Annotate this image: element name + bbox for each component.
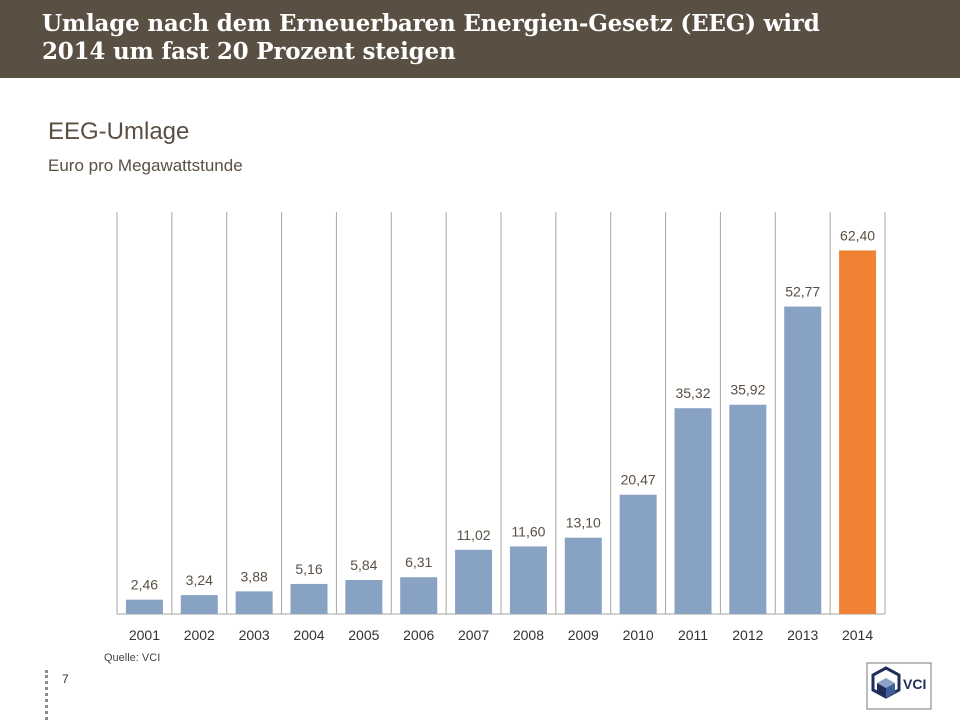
bar-2011 bbox=[674, 408, 712, 614]
data-label-2006: 6,31 bbox=[405, 554, 432, 570]
bar-2010 bbox=[619, 494, 657, 614]
bar-2007 bbox=[455, 549, 493, 614]
bar-2008 bbox=[509, 546, 547, 614]
x-tick-label-2003: 2003 bbox=[239, 627, 270, 643]
logo-text: VCI bbox=[903, 676, 926, 692]
data-label-2003: 3,88 bbox=[241, 568, 268, 584]
x-tick-label-2006: 2006 bbox=[403, 627, 434, 643]
x-tick-label-2012: 2012 bbox=[732, 627, 763, 643]
x-tick-label-2009: 2009 bbox=[568, 627, 599, 643]
bar-2014 bbox=[839, 250, 877, 614]
side-divider bbox=[45, 670, 51, 720]
x-tick-label-2004: 2004 bbox=[293, 627, 324, 643]
bar-2005 bbox=[345, 579, 383, 614]
x-tick-label-2011: 2011 bbox=[678, 627, 708, 643]
data-label-2010: 20,47 bbox=[621, 472, 656, 488]
data-label-2005: 5,84 bbox=[350, 557, 377, 573]
page-number: 7 bbox=[62, 672, 69, 686]
slide-title-line-2: 2014 um fast 20 Prozent steigen bbox=[42, 38, 456, 65]
source-note: Quelle: VCI bbox=[104, 652, 161, 664]
data-label-2012: 35,92 bbox=[730, 382, 765, 398]
data-label-2011: 35,32 bbox=[675, 385, 710, 401]
slide-title: Umlage nach dem Erneuerbaren Energien-Ge… bbox=[42, 10, 922, 66]
x-tick-label-2010: 2010 bbox=[623, 627, 654, 643]
bar-2006 bbox=[400, 577, 438, 614]
chart-subtitle: Euro pro Megawattstunde bbox=[48, 156, 243, 175]
vci-logo: VCI bbox=[866, 662, 932, 710]
chart-title: EEG-Umlage bbox=[48, 118, 190, 145]
bar-2013 bbox=[784, 306, 822, 614]
bar-2009 bbox=[564, 537, 602, 614]
bar-2002 bbox=[180, 595, 218, 614]
x-tick-label-2013: 2013 bbox=[787, 627, 818, 643]
data-label-2009: 13,10 bbox=[566, 515, 601, 531]
header-banner: Umlage nach dem Erneuerbaren Energien-Ge… bbox=[0, 0, 960, 78]
data-label-2013: 52,77 bbox=[785, 284, 820, 300]
data-label-2002: 3,24 bbox=[186, 572, 213, 588]
data-label-2008: 11,60 bbox=[511, 523, 545, 539]
slide-title-line-1: Umlage nach dem Erneuerbaren Energien-Ge… bbox=[42, 10, 820, 37]
x-tick-label-2005: 2005 bbox=[348, 627, 379, 643]
data-label-2014: 62,40 bbox=[840, 227, 875, 243]
bar-2012 bbox=[729, 404, 767, 614]
x-tick-label-2008: 2008 bbox=[513, 627, 544, 643]
x-tick-label-2002: 2002 bbox=[184, 627, 215, 643]
bar-2003 bbox=[235, 591, 273, 614]
x-tick-label-2007: 2007 bbox=[458, 627, 489, 643]
data-label-2004: 5,16 bbox=[295, 561, 322, 577]
x-tick-label-2014: 2014 bbox=[842, 627, 873, 643]
x-tick-label-2001: 2001 bbox=[129, 627, 160, 643]
data-label-2007: 11,02 bbox=[457, 527, 491, 543]
bar-2001 bbox=[125, 599, 163, 614]
bar-2004 bbox=[290, 583, 328, 614]
data-label-2001: 2,46 bbox=[131, 577, 158, 593]
